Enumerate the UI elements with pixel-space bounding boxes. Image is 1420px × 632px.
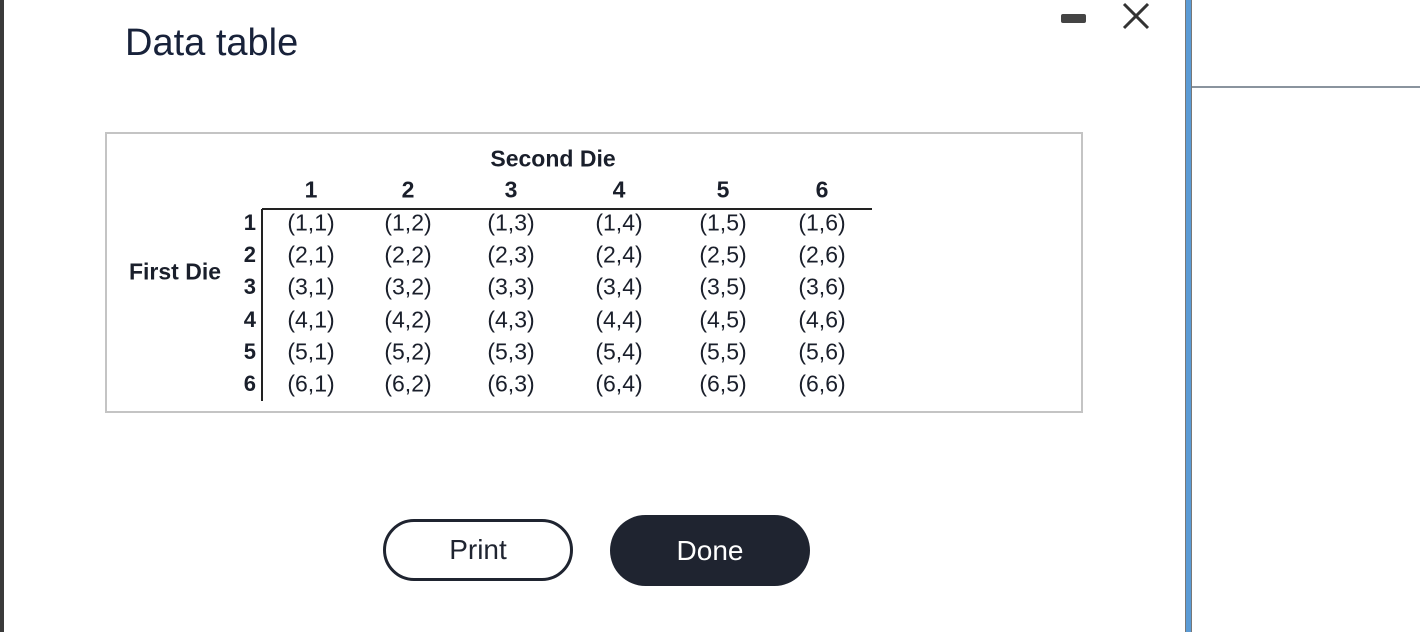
table-cell: (6,1) xyxy=(287,370,335,397)
column-label: 2 xyxy=(401,176,415,203)
table-cell: (2,6) xyxy=(798,241,846,268)
table-cell: (5,4) xyxy=(595,338,643,365)
dialog-title: Data table xyxy=(125,22,299,64)
table-cell: (5,1) xyxy=(287,338,335,365)
table-cell: (1,4) xyxy=(595,209,643,236)
done-button[interactable]: Done xyxy=(610,515,810,586)
column-label: 5 xyxy=(716,176,730,203)
column-header: Second Die xyxy=(490,145,616,172)
table-cell: (3,3) xyxy=(487,273,535,300)
row-label: 2 xyxy=(243,242,256,268)
row-header: First Die xyxy=(128,258,222,285)
table-cell: (4,5) xyxy=(699,306,747,333)
row-label: 3 xyxy=(243,274,256,300)
table-cell: (4,6) xyxy=(798,306,846,333)
table-cell: (6,5) xyxy=(699,370,747,397)
table-cell: (2,3) xyxy=(487,241,535,268)
table-cell: (6,4) xyxy=(595,370,643,397)
table-cell: (6,2) xyxy=(384,370,432,397)
table-cell: (3,6) xyxy=(798,273,846,300)
row-label: 1 xyxy=(243,210,256,235)
divider-line xyxy=(1192,86,1420,88)
table-cell: (3,1) xyxy=(287,273,335,300)
table-cell: (1,3) xyxy=(487,209,535,236)
column-label: 3 xyxy=(504,176,518,203)
table-cell: (4,2) xyxy=(384,306,432,333)
table-cell: (5,6) xyxy=(798,338,846,365)
table-cell: (2,5) xyxy=(699,241,747,268)
column-label: 6 xyxy=(815,176,829,203)
table-cell: (4,4) xyxy=(595,306,643,333)
table-cell: (3,2) xyxy=(384,273,432,300)
close-button[interactable] xyxy=(1120,0,1152,32)
table-cell: (1,5) xyxy=(699,209,747,236)
row-label: 6 xyxy=(243,371,256,396)
print-button[interactable]: Print xyxy=(383,519,573,581)
table-cell: (3,4) xyxy=(595,273,643,300)
window-divider xyxy=(1185,0,1192,632)
table-cell: (1,2) xyxy=(384,209,432,236)
table-cell: (5,3) xyxy=(487,338,535,365)
table-cell: (2,2) xyxy=(384,241,432,268)
table-cell: (5,5) xyxy=(699,338,747,365)
table-cell: (4,3) xyxy=(487,306,535,333)
row-label: 5 xyxy=(243,338,256,364)
table-frame xyxy=(105,132,1083,413)
table-cell: (1,6) xyxy=(798,209,846,236)
table-cell: (2,4) xyxy=(595,241,643,268)
table-cell: (6,3) xyxy=(487,370,535,397)
column-label: 4 xyxy=(612,176,626,203)
table-cell: (4,1) xyxy=(287,306,335,333)
table-cell: (6,6) xyxy=(798,370,846,397)
row-label: 4 xyxy=(243,306,256,332)
table-cell: (1,1) xyxy=(287,209,335,236)
window-edge xyxy=(0,0,4,632)
column-label: 1 xyxy=(304,176,318,203)
table-cell: (5,2) xyxy=(384,338,432,365)
table-cell: (3,5) xyxy=(699,273,747,300)
table-cell: (2,1) xyxy=(287,241,335,268)
minimize-button[interactable] xyxy=(1061,14,1086,23)
